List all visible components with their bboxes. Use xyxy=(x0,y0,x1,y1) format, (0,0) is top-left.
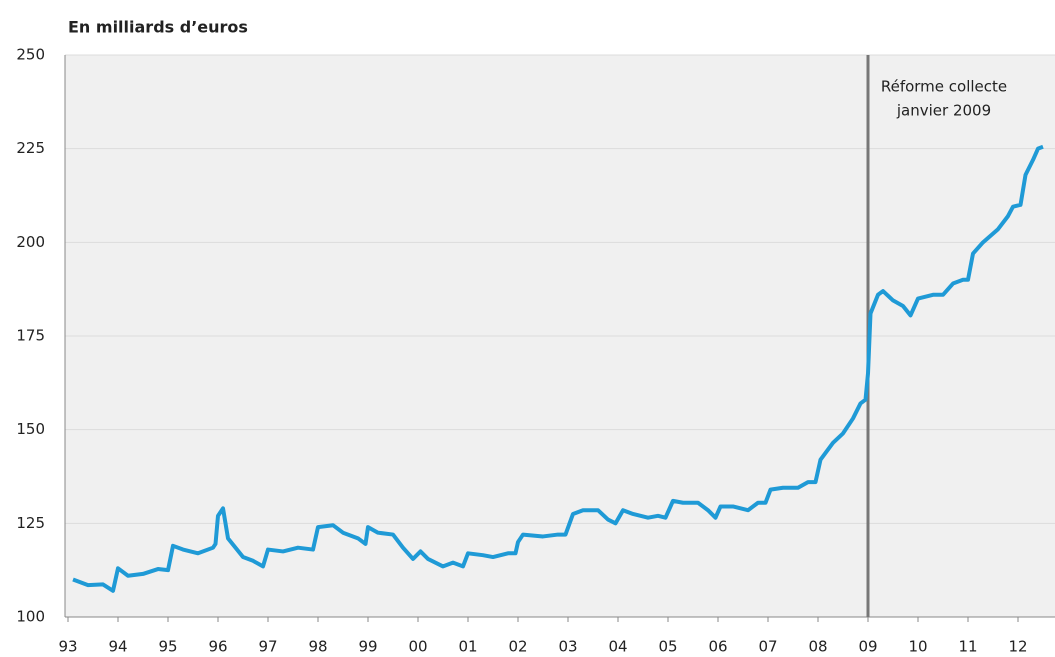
annotation: Réforme collecte xyxy=(881,78,1007,96)
x-tick-label: 95 xyxy=(158,638,177,656)
x-tick-label: 08 xyxy=(808,638,827,656)
x-tick-label: 00 xyxy=(408,638,427,656)
annotation: janvier 2009 xyxy=(896,102,991,120)
x-tick-label: 06 xyxy=(708,638,727,656)
chart-title: En milliards d’euros xyxy=(68,18,248,37)
y-tick-label: 125 xyxy=(16,514,45,532)
x-tick-label: 99 xyxy=(358,638,377,656)
x-tick-label: 94 xyxy=(108,638,127,656)
y-tick-label: 100 xyxy=(16,608,45,626)
x-tick-label: 02 xyxy=(508,638,527,656)
x-tick-label: 05 xyxy=(658,638,677,656)
x-tick-label: 98 xyxy=(308,638,327,656)
y-tick-label: 225 xyxy=(16,139,45,157)
x-tick-label: 10 xyxy=(908,638,927,656)
x-tick-label: 03 xyxy=(558,638,577,656)
y-tick-label: 200 xyxy=(16,233,45,251)
x-tick-label: 97 xyxy=(258,638,277,656)
x-tick-label: 93 xyxy=(58,638,77,656)
x-tick-label: 12 xyxy=(1008,638,1027,656)
y-tick-label: 175 xyxy=(16,327,45,345)
x-tick-label: 04 xyxy=(608,638,627,656)
x-tick-label: 01 xyxy=(458,638,477,656)
data-line xyxy=(72,144,1044,593)
x-tick-label: 07 xyxy=(758,638,777,656)
x-tick-label: 11 xyxy=(958,638,977,656)
y-tick-label: 250 xyxy=(16,46,45,64)
y-tick-label: 150 xyxy=(16,420,45,438)
x-tick-label: 96 xyxy=(208,638,227,656)
x-tick-label: 09 xyxy=(858,638,877,656)
